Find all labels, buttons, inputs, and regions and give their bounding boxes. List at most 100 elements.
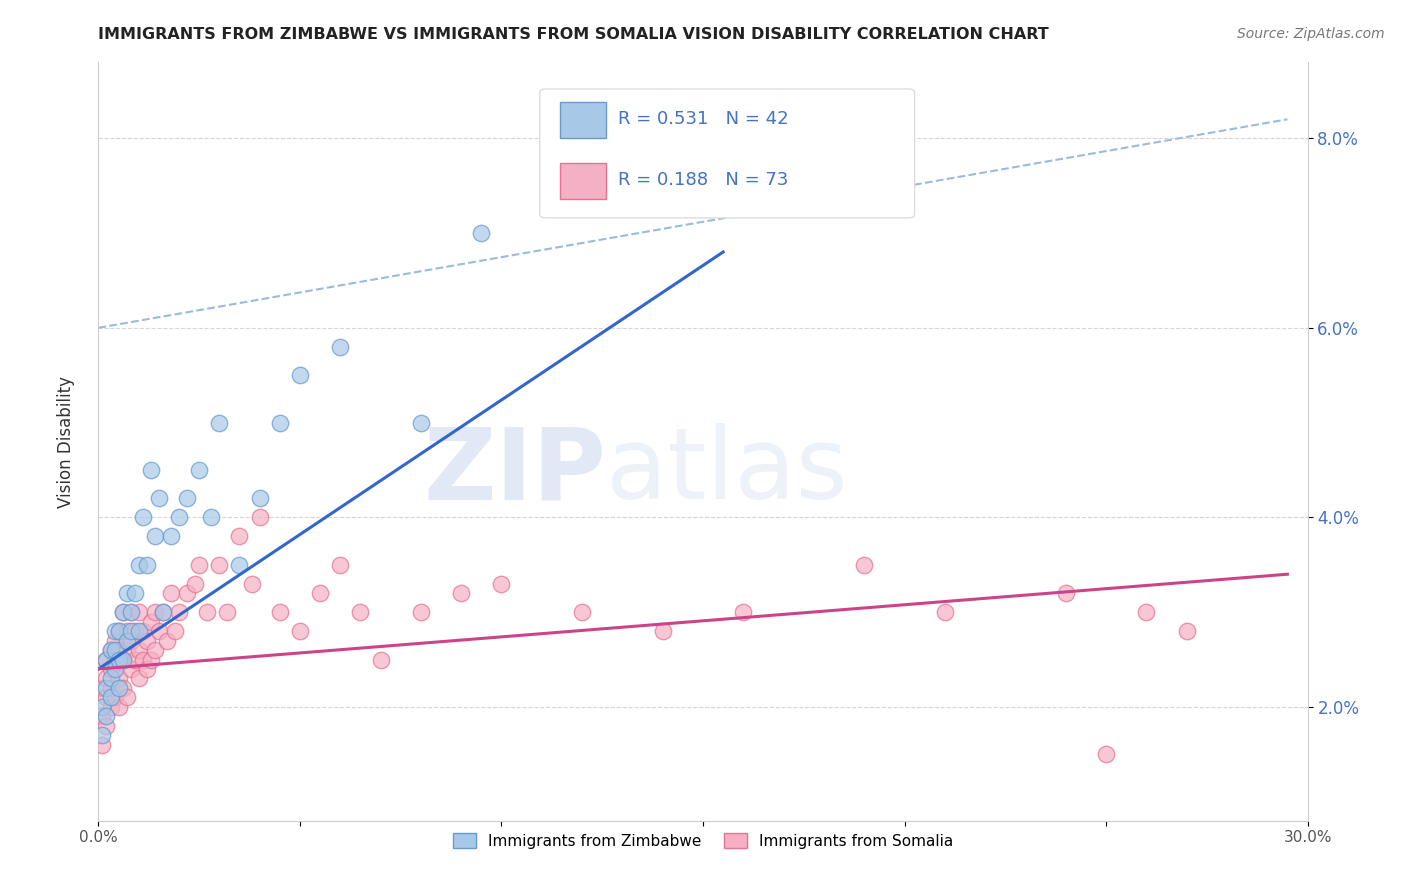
Point	[96, 672, 118, 686]
Point	[167, 510, 190, 524]
Point	[934, 605, 956, 619]
Point	[100, 643, 122, 657]
Point	[111, 681, 134, 695]
Point	[91, 699, 114, 714]
Point	[115, 643, 138, 657]
Text: ZIP: ZIP	[423, 424, 606, 520]
Point	[135, 558, 157, 572]
Point	[96, 690, 118, 705]
Point	[228, 558, 250, 572]
Point	[249, 510, 271, 524]
Point	[107, 624, 129, 639]
FancyBboxPatch shape	[561, 102, 606, 138]
Point	[115, 624, 138, 639]
Point	[132, 510, 155, 524]
Point	[143, 605, 166, 619]
Point	[309, 586, 332, 600]
Point	[156, 633, 179, 648]
Point	[269, 605, 291, 619]
Point	[120, 605, 142, 619]
Point	[329, 340, 352, 354]
Point	[491, 576, 513, 591]
FancyBboxPatch shape	[540, 89, 915, 218]
Point	[132, 624, 155, 639]
Point	[269, 416, 291, 430]
Point	[733, 605, 755, 619]
Point	[139, 615, 162, 629]
Point	[107, 624, 129, 639]
Point	[163, 624, 186, 639]
Point	[111, 652, 134, 666]
Point	[124, 624, 146, 639]
Point	[128, 672, 150, 686]
Point	[100, 672, 122, 686]
Point	[288, 624, 311, 639]
Point	[128, 558, 150, 572]
Point	[143, 529, 166, 543]
Point	[100, 690, 122, 705]
Point	[1175, 624, 1198, 639]
Text: R = 0.188   N = 73: R = 0.188 N = 73	[619, 171, 789, 189]
Text: atlas: atlas	[606, 424, 848, 520]
Point	[249, 491, 271, 506]
Point	[208, 558, 231, 572]
Point	[120, 624, 142, 639]
Point	[107, 681, 129, 695]
Point	[409, 416, 432, 430]
Point	[107, 699, 129, 714]
Point	[160, 529, 183, 543]
Point	[228, 529, 250, 543]
Point	[91, 709, 114, 723]
Point	[103, 690, 125, 705]
Point	[470, 226, 492, 240]
Point	[135, 662, 157, 676]
Point	[96, 709, 118, 723]
Point	[853, 558, 876, 572]
Point	[111, 652, 134, 666]
Point	[103, 633, 125, 648]
Legend: Immigrants from Zimbabwe, Immigrants from Somalia: Immigrants from Zimbabwe, Immigrants fro…	[447, 827, 959, 855]
Point	[651, 624, 673, 639]
Point	[96, 719, 118, 733]
Point	[176, 586, 198, 600]
Point	[1135, 605, 1157, 619]
Point	[115, 586, 138, 600]
Point	[160, 586, 183, 600]
Point	[139, 463, 162, 477]
Point	[120, 605, 142, 619]
Point	[132, 652, 155, 666]
Point	[107, 652, 129, 666]
Point	[1095, 747, 1118, 762]
Point	[115, 633, 138, 648]
Point	[167, 605, 190, 619]
Point	[128, 624, 150, 639]
Point	[103, 624, 125, 639]
Point	[124, 586, 146, 600]
Point	[152, 605, 174, 619]
Point	[96, 652, 118, 666]
Point	[128, 605, 150, 619]
FancyBboxPatch shape	[561, 162, 606, 199]
Point	[111, 605, 134, 619]
Point	[120, 633, 142, 648]
Text: IMMIGRANTS FROM ZIMBABWE VS IMMIGRANTS FROM SOMALIA VISION DISABILITY CORRELATIO: IMMIGRANTS FROM ZIMBABWE VS IMMIGRANTS F…	[98, 27, 1049, 42]
Point	[120, 662, 142, 676]
Point	[152, 605, 174, 619]
Point	[100, 699, 122, 714]
Point	[100, 643, 122, 657]
Point	[195, 605, 218, 619]
Point	[91, 728, 114, 742]
Point	[111, 605, 134, 619]
Text: Source: ZipAtlas.com: Source: ZipAtlas.com	[1237, 27, 1385, 41]
Point	[208, 416, 231, 430]
Point	[139, 652, 162, 666]
Point	[148, 624, 170, 639]
Point	[176, 491, 198, 506]
Point	[107, 643, 129, 657]
Point	[96, 681, 118, 695]
Point	[103, 652, 125, 666]
Point	[103, 662, 125, 676]
Point	[571, 605, 593, 619]
Point	[240, 576, 263, 591]
Point	[103, 643, 125, 657]
